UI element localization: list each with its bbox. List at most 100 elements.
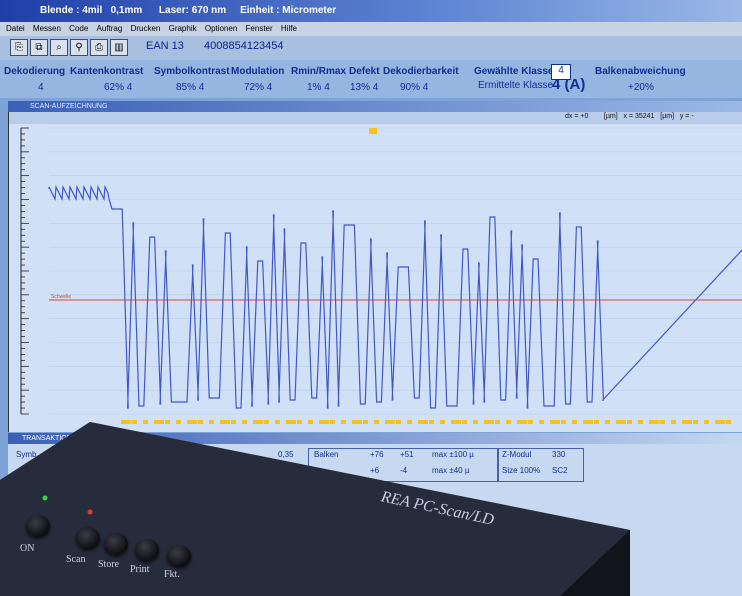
scan-button[interactable] <box>76 527 100 549</box>
decoded-bar-mark <box>374 420 379 424</box>
decoded-bar-mark <box>319 420 329 424</box>
scan-signal-line <box>48 184 742 409</box>
decoded-bar-mark <box>143 420 148 424</box>
space-value-2: -4 <box>400 466 408 475</box>
decoded-bar-mark <box>660 420 665 424</box>
decoded-bar-mark <box>165 420 170 424</box>
decoded-bar-mark <box>132 420 137 424</box>
bar-deviation-value: +20% <box>628 82 654 93</box>
decoded-bar-mark <box>220 420 230 424</box>
barcode-icon[interactable]: ▥ <box>110 39 128 56</box>
bar-max: max ±100 µ <box>432 450 474 459</box>
search-icon[interactable]: ⚲ <box>70 39 88 56</box>
decoded-bar-mark <box>506 420 511 424</box>
decoded-bar-mark <box>264 420 269 424</box>
space-value-1: +6 <box>370 466 380 475</box>
decoded-bar-mark <box>341 420 346 424</box>
decoded-bar-mark <box>209 420 214 424</box>
decoded-bar-mark <box>385 420 395 424</box>
bar-value-1: +76 <box>370 450 384 459</box>
size-value: SC2 <box>552 466 568 475</box>
store-button-label: Store <box>98 559 120 570</box>
menu-item-auftrag[interactable]: Auftrag <box>96 24 123 33</box>
scan-button-label: Scan <box>66 554 86 565</box>
decoded-bar-mark <box>198 420 203 424</box>
fkt-button[interactable] <box>167 545 191 567</box>
metric-value-kantenkontrast: 62% 4 <box>104 82 133 93</box>
menu-item-optionen[interactable]: Optionen <box>204 24 238 33</box>
device-side-face <box>560 530 630 596</box>
decoded-bar-mark <box>594 420 599 424</box>
decoded-bar-mark <box>649 420 659 424</box>
power-led-icon <box>42 495 48 501</box>
decoded-bar-mark <box>330 420 335 424</box>
menu-bar: Datei Messen Code Auftrag Drucken Graphi… <box>0 22 742 36</box>
transaction-col-label: Symb <box>16 450 37 459</box>
metric-header-kantenkontrast: Kantenkontrast <box>70 66 144 77</box>
chart-readout-bar <box>9 112 742 124</box>
chart-plot: Schwelle <box>20 127 742 424</box>
fkt-button-label: Fkt. <box>164 569 180 580</box>
computed-grade-value: 4 (A) <box>552 76 586 93</box>
decoded-bar-mark <box>308 420 313 424</box>
menu-item-drucken[interactable]: Drucken <box>130 24 161 33</box>
decoded-bar-mark <box>242 420 247 424</box>
metric-header-dekodierung: Dekodierung <box>4 66 66 77</box>
transaction-panel-title: TRANSAKTION <box>22 435 72 442</box>
decoded-bar-mark <box>704 420 709 424</box>
open-file-icon[interactable]: ⎘ <box>10 39 28 56</box>
menu-item-graphik[interactable]: Graphik <box>168 24 197 33</box>
decoded-bar-mark <box>495 420 500 424</box>
menu-item-datei[interactable]: Datei <box>6 24 25 33</box>
menu-item-messen[interactable]: Messen <box>32 24 61 33</box>
zoom-icon[interactable]: ⌕ <box>50 39 68 56</box>
decoded-bar-mark <box>154 420 164 424</box>
metric-value-rmin-rmax: 1% 4 <box>307 82 330 93</box>
scan-panel-title: SCAN-AUFZEICHNUNG <box>30 103 108 110</box>
chart-y-ruler <box>20 127 29 415</box>
decoded-bar-mark <box>583 420 593 424</box>
decoded-bar-mark <box>231 420 236 424</box>
decoded-bar-mark <box>275 420 280 424</box>
store-button[interactable] <box>104 533 128 555</box>
menu-item-code[interactable]: Code <box>69 24 89 33</box>
menu-item-fenster[interactable]: Fenster <box>245 24 273 33</box>
copy-icon[interactable]: ⧉ <box>30 39 48 56</box>
decoded-bar-mark <box>253 420 263 424</box>
decoded-bar-mark <box>517 420 527 424</box>
decoded-bar-mark <box>297 420 302 424</box>
print-icon[interactable]: ⎙ <box>90 39 108 56</box>
print-button-label: Print <box>130 564 150 575</box>
print-button[interactable] <box>135 539 159 561</box>
decoded-bar-mark <box>693 420 698 424</box>
bar-label: Balken <box>314 450 339 459</box>
menu-item-hilfe[interactable]: Hilfe <box>280 24 297 33</box>
selected-grade-input[interactable]: 4 <box>551 64 571 80</box>
device-top-face <box>0 422 630 596</box>
space-max: max ±40 µ <box>432 466 470 475</box>
scan-led-icon <box>87 509 93 515</box>
decoded-bar-mark <box>429 420 434 424</box>
decoded-bar-mark <box>539 420 544 424</box>
computed-grade-label: Ermittelte Klasse <box>478 80 554 91</box>
decoded-bar-mark <box>726 420 731 424</box>
decoded-bar-mark <box>473 420 478 424</box>
metric-value-dekodierbarkeit: 90% 4 <box>400 82 429 93</box>
symbology-label: EAN 13 <box>146 40 184 52</box>
decoded-bar-mark <box>286 420 296 424</box>
threshold-label: Schwelle <box>51 294 71 300</box>
transaction-col-value: 0,35 <box>278 450 294 459</box>
on-button[interactable] <box>26 515 50 537</box>
chart-readout: dx = +0 [µm] x = 35241 [µm] y = - <box>565 113 694 120</box>
selected-grade-label: Gewählte Klasse <box>474 66 554 77</box>
metric-value-symbolkontrast: 85% 4 <box>176 82 205 93</box>
decoded-bar-mark <box>572 420 577 424</box>
decoded-bar-mark <box>418 420 428 424</box>
decoded-bar-mark <box>363 420 368 424</box>
bar-value-2: +51 <box>400 450 414 459</box>
decoded-bar-marks <box>121 420 731 424</box>
z-module-value: 330 <box>552 450 566 459</box>
decoded-bar-mark <box>484 420 494 424</box>
transaction-panel-header: TRANSAKTION <box>8 433 742 444</box>
cursor-marker[interactable] <box>369 128 377 134</box>
